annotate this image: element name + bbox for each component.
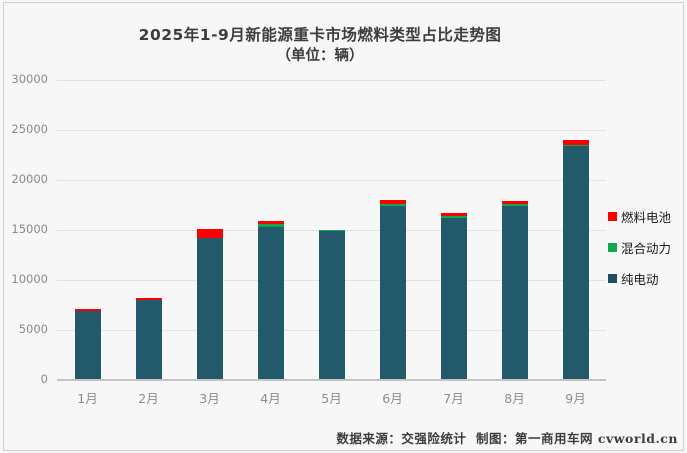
bar-segment-bev-month-2: [135, 300, 162, 380]
x-tick-label-8: 8月: [504, 391, 525, 406]
legend-swatch-hybrid: [608, 243, 617, 252]
x-tick-label-6: 6月: [382, 391, 403, 406]
bar-segment-bev-month-4: [257, 227, 284, 380]
bar-segment-hybrid-month-6: [379, 204, 406, 206]
bar-segment-bev-month-8: [501, 206, 528, 380]
legend-label-bev: 纯电动: [621, 272, 659, 287]
bar-slot-1: [57, 80, 118, 380]
plot-area: [57, 80, 606, 381]
x-tick-label-5: 5月: [321, 391, 342, 406]
bar-month-6: [379, 200, 406, 380]
chart-title: 2025年1-9月新能源重卡市场燃料类型占比走势图 （单位：辆）: [0, 25, 640, 66]
x-axis-line: [57, 379, 606, 381]
chart-title-units: （单位：辆）: [276, 48, 364, 64]
bar-segment-hybrid-month-9: [562, 145, 589, 146]
bar-slot-7: [423, 80, 484, 380]
legend-item-bev: 纯电动: [608, 269, 686, 288]
legend: 燃料电池混合动力纯电动: [608, 207, 686, 300]
bar-segment-fuel-cell-month-4: [257, 220, 284, 224]
y-tick-label-30000: 30000: [11, 72, 48, 86]
bar-segment-hybrid-month-7: [440, 215, 467, 218]
y-tick-label-5000: 5000: [18, 322, 48, 336]
bar-segment-hybrid-month-8: [501, 204, 528, 206]
bar-segment-bev-month-1: [74, 311, 101, 380]
bar-segment-bev-month-6: [379, 205, 406, 380]
y-tick-label-10000: 10000: [11, 272, 48, 286]
chart-title-line1: 2025年1-9月新能源重卡市场燃料类型占比走势图: [138, 26, 502, 44]
x-axis-tick-labels: 1月 2月 3月 4月 5月 6月 7月 8月 9月: [57, 388, 606, 407]
bar-segment-bev-month-5: [318, 231, 345, 380]
bar-slot-9: [545, 80, 606, 380]
gridline-25000: [57, 130, 606, 131]
x-tick-label-3: 3月: [199, 391, 220, 406]
legend-label-hybrid: 混合动力: [621, 241, 672, 256]
bar-segment-fuel-cell-month-6: [379, 200, 406, 205]
x-tick-label-9: 9月: [565, 391, 586, 406]
bar-month-7: [440, 212, 467, 380]
bar-segment-bev-month-7: [440, 217, 467, 380]
x-tick-label-2: 2月: [138, 391, 159, 406]
bar-segment-fuel-cell-month-8: [501, 201, 528, 205]
bar-month-9: [562, 139, 589, 380]
bar-segment-bev-month-9: [562, 146, 589, 380]
y-tick-label-0: 0: [40, 372, 48, 386]
x-tick-label-4: 4月: [260, 391, 281, 406]
bar-month-3: [196, 228, 223, 380]
bar-segment-hybrid-month-5: [318, 230, 345, 231]
bar-month-5: [318, 229, 345, 380]
bar-series: [57, 80, 606, 380]
bar-segment-fuel-cell-month-1: [74, 309, 101, 311]
bar-segment-hybrid-month-4: [257, 223, 284, 227]
bar-slot-6: [362, 80, 423, 380]
legend-swatch-bev: [608, 274, 617, 283]
legend-label-fuel-cell: 燃料电池: [621, 210, 672, 225]
y-tick-label-25000: 25000: [11, 122, 48, 136]
legend-swatch-fuel-cell: [608, 212, 617, 221]
bar-month-2: [135, 298, 162, 380]
x-tick-label-7: 7月: [443, 391, 464, 406]
footer-credit: 数据来源：交强险统计 制图：第一商用车网 cvworld.cn: [336, 431, 678, 446]
bar-segment-fuel-cell-month-9: [562, 139, 589, 145]
bar-month-1: [74, 309, 101, 380]
bar-month-8: [501, 201, 528, 380]
bar-slot-4: [240, 80, 301, 380]
legend-item-fuel-cell: 燃料电池: [608, 207, 686, 226]
bar-segment-fuel-cell-month-7: [440, 212, 467, 216]
bar-slot-8: [484, 80, 545, 380]
bar-slot-2: [118, 80, 179, 380]
bar-segment-fuel-cell-month-5: [318, 229, 345, 231]
y-tick-label-20000: 20000: [11, 172, 48, 186]
x-tick-label-1: 1月: [77, 391, 98, 406]
gridline-20000: [57, 180, 606, 181]
bar-segment-fuel-cell-month-3: [196, 228, 223, 238]
gridline-30000: [57, 80, 606, 81]
bar-segment-fuel-cell-month-2: [135, 298, 162, 300]
bar-slot-3: [179, 80, 240, 380]
legend-item-hybrid: 混合动力: [608, 238, 686, 257]
bar-slot-5: [301, 80, 362, 380]
bar-segment-bev-month-3: [196, 238, 223, 380]
y-tick-label-15000: 15000: [11, 222, 48, 236]
bar-month-4: [257, 220, 284, 380]
